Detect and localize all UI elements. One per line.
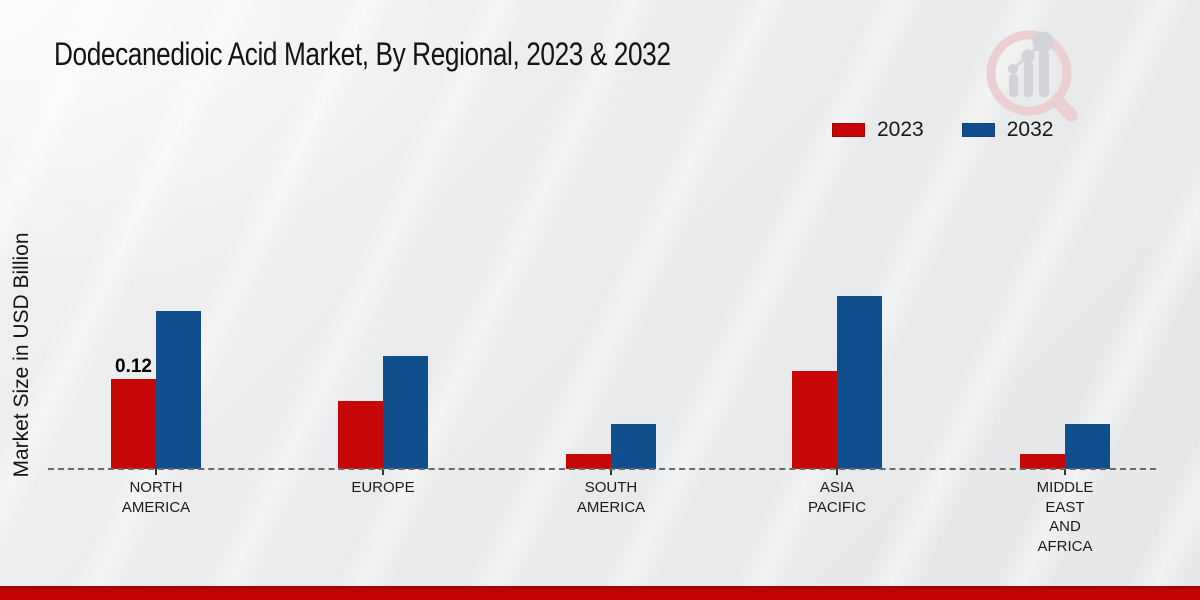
category-label-line: SOUTH <box>584 479 638 496</box>
category-label-middle-east-and-africa: MIDDLE EAST AND AFRICA <box>995 478 1135 556</box>
footer-accent-bar <box>0 586 1200 600</box>
legend-item-2023: 2023 <box>832 118 924 142</box>
category-label-line: AMERICA <box>576 498 646 516</box>
bar-2032-europe <box>383 356 428 469</box>
category-label-line: PACIFIC <box>807 498 867 516</box>
category-label-line: AND <box>1049 518 1081 535</box>
x-axis-tick-south-america <box>610 469 612 475</box>
chart-legend: 2023 2032 <box>832 118 1053 142</box>
category-label-line: ASIA <box>819 479 855 496</box>
bar-2032-south-america <box>611 424 656 469</box>
category-label-asia-pacific: ASIA PACIFIC <box>767 478 907 517</box>
bar-2032-asia-pacific <box>837 296 882 469</box>
category-label-line: NORTH <box>129 479 183 496</box>
legend-label-2023: 2023 <box>877 118 924 141</box>
bar-2023-south-america <box>566 454 611 469</box>
data-label-2023-north-america: 0.12 <box>115 356 152 377</box>
legend-label-2032: 2032 <box>1006 118 1054 141</box>
bar-2023-north-america <box>111 379 156 469</box>
x-axis-tick-middle-east-and-africa <box>1064 469 1066 475</box>
category-label-line: EUROPE <box>351 479 415 496</box>
magnifier-bar-chart-logo-icon <box>986 30 1078 122</box>
category-label-line: EAST <box>1045 498 1085 516</box>
x-axis-baseline <box>48 468 1156 470</box>
x-axis-tick-north-america <box>155 469 157 475</box>
category-label-north-america: NORTH AMERICA <box>86 478 226 517</box>
bar-2023-europe <box>338 401 383 469</box>
legend-item-2032: 2032 <box>961 118 1054 142</box>
bar-2032-north-america <box>156 311 201 469</box>
category-label-line: AMERICA <box>121 498 191 516</box>
x-axis-tick-europe <box>382 469 384 475</box>
bar-2023-middle-east-and-africa <box>1020 454 1065 469</box>
bar-2023-asia-pacific <box>792 371 837 469</box>
x-axis-tick-asia-pacific <box>836 469 838 475</box>
category-label-south-america: SOUTH AMERICA <box>541 478 681 517</box>
category-label-europe: EUROPE <box>313 478 453 498</box>
category-label-line: MIDDLE <box>1036 479 1094 496</box>
chart-title: Dodecanedioic Acid Market, By Regional, … <box>54 36 671 72</box>
bar-2032-middle-east-and-africa <box>1065 424 1110 469</box>
legend-swatch-2032 <box>961 123 995 137</box>
legend-swatch-2023 <box>832 123 865 137</box>
category-label-line: AFRICA <box>1037 537 1093 555</box>
